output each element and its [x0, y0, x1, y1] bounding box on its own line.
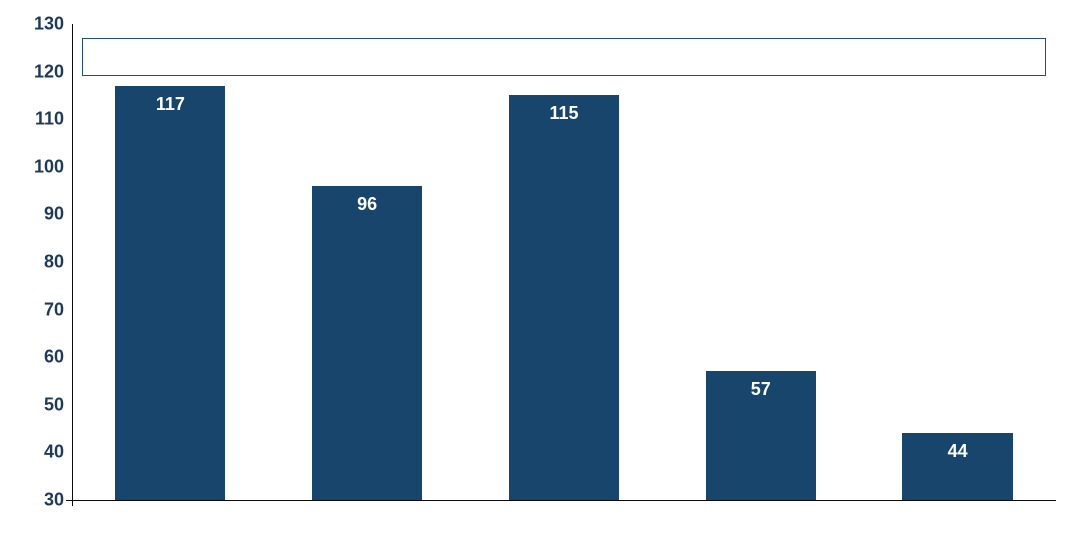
bar	[312, 186, 422, 500]
y-tick-label: 50	[14, 394, 64, 415]
plot-area: 117 96 115 57 44	[72, 24, 1056, 500]
bar-value-label: 96	[357, 194, 377, 215]
y-tick-label: 120	[14, 61, 64, 82]
legend-box	[82, 38, 1046, 76]
y-tick-label: 110	[14, 109, 64, 130]
y-axis-line	[72, 24, 73, 506]
bar-value-label: 115	[549, 103, 578, 124]
bar	[115, 86, 225, 500]
y-tick-label: 60	[14, 347, 64, 368]
y-tick-label: 100	[14, 156, 64, 177]
bar-value-label: 117	[156, 94, 185, 115]
bar	[509, 95, 619, 500]
x-axis-line	[66, 500, 1056, 501]
y-tick-label: 70	[14, 299, 64, 320]
bar-value-label: 57	[751, 379, 771, 400]
bar-chart: 117 96 115 57 44 30 40 50 60 70 80 90 100 110 120 130	[0, 0, 1074, 548]
y-tick-label: 40	[14, 442, 64, 463]
y-tick-label: 80	[14, 252, 64, 273]
bar-value-label: 44	[948, 441, 968, 462]
y-tick-label: 30	[14, 490, 64, 511]
y-tick-label: 130	[14, 14, 64, 35]
y-tick-label: 90	[14, 204, 64, 225]
